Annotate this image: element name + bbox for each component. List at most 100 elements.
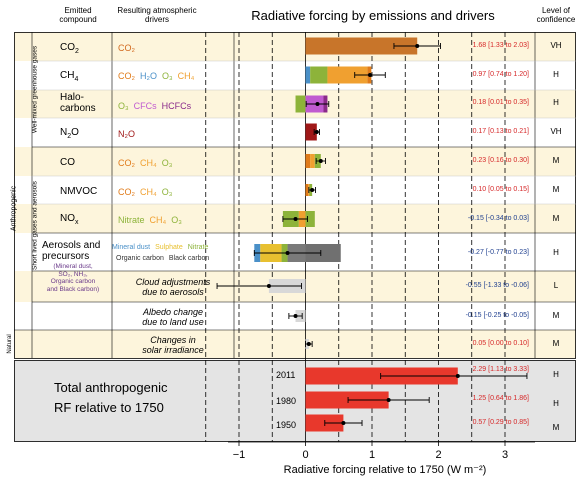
driver-label: CFCs — [133, 101, 157, 111]
forcing-value: 0.23 [0.16 to 0.30] — [472, 157, 529, 164]
total-forcing-value: 0.57 [0.29 to 0.85] — [472, 419, 529, 426]
drivers-ch4: CO₂ H₂O O₃ CH₄ — [118, 71, 199, 81]
driver-label: CH₄ — [149, 215, 167, 225]
bar-segment — [327, 66, 368, 84]
compound-nmvoc: NMVOC — [60, 186, 98, 197]
row-band — [14, 176, 576, 204]
row-band — [14, 118, 576, 147]
row-band — [14, 61, 576, 90]
compound-aerosols: Aerosols and precursors — [42, 240, 101, 262]
best-estimate-point — [310, 188, 315, 192]
driver-label: Organic carbon — [116, 255, 164, 262]
x-axis-label: Radiative forcing relative to 1750 (W m⁻… — [283, 464, 487, 476]
header-confidence: Level of confidence — [536, 6, 576, 24]
label-albedo-change: Albedo change due to land use — [142, 307, 204, 327]
compound-co2: CO2 — [60, 42, 79, 55]
drivers-aerosols-line1: Mineral dust Sulphate Nitrate — [112, 243, 213, 253]
frame-main — [14, 32, 576, 359]
compound-n2o: N2O — [60, 127, 79, 140]
best-estimate-point — [455, 374, 460, 378]
total-year-1950: 1950 — [276, 420, 297, 430]
row-band — [14, 90, 576, 118]
best-estimate-point — [386, 398, 391, 402]
bar-segment — [305, 154, 311, 168]
confidence-level: H — [553, 370, 559, 379]
total-year-1980: 1980 — [276, 396, 297, 406]
drivers-halocarbons: O₃ CFCs HCFCs — [118, 101, 196, 111]
aerosol-precursors-list: (Mineral dust, SO₂, NH₃, Organic carbon … — [46, 263, 100, 293]
driver-label: O₃ — [162, 71, 173, 81]
bar-segment — [295, 95, 306, 113]
confidence-level: L — [553, 281, 559, 290]
row-band — [14, 147, 576, 176]
forcing-value: -0.15 [-0.25 to -0.05] — [465, 312, 529, 319]
side-label-wmghg: Well-mixed greenhouse gases — [31, 45, 39, 134]
side-label-anthropogenic: Anthropogenic — [10, 185, 18, 232]
bar-segment — [305, 184, 309, 196]
best-estimate-point — [415, 44, 420, 48]
driver-label: Black carbon — [168, 255, 210, 262]
driver-label: O₃ — [118, 101, 129, 111]
best-estimate-point — [315, 102, 320, 106]
forcing-value: -0.55 [-1.33 to -0.06] — [465, 282, 529, 289]
confidence-level: VH — [550, 127, 562, 136]
compound-halocarbons: Halo- carbons — [60, 92, 96, 114]
bar-segment — [305, 123, 317, 141]
confidence-level: M — [552, 214, 560, 223]
best-estimate-point — [285, 251, 290, 255]
drivers-aerosols-line2: Organic carbon Black carbon — [116, 254, 214, 264]
x-tick-label: −1 — [233, 449, 246, 461]
x-tick-label: 2 — [435, 449, 441, 461]
bar-segment — [310, 66, 328, 84]
total-year-2011: 2011 — [276, 370, 296, 380]
driver-label: CO₂ — [118, 158, 135, 168]
driver-label: Nitrate — [118, 215, 145, 225]
confidence-level: H — [553, 98, 559, 107]
compound-co: CO — [60, 157, 75, 168]
best-estimate-point — [314, 130, 319, 134]
best-estimate-point — [306, 342, 311, 346]
confidence-level: M — [552, 311, 560, 320]
forcing-value: 0.05 [0.00 to 0.10] — [472, 340, 529, 347]
forcing-value: 0.18 [0.01 to 0.35] — [472, 99, 529, 106]
confidence-level: H — [553, 70, 559, 79]
driver-label: CO₂ — [118, 43, 135, 53]
row-band — [14, 32, 576, 61]
driver-label: Sulphate — [155, 244, 183, 251]
drivers-nmvoc: CO₂ CH₄ O₃ — [118, 187, 177, 197]
bar-segment — [305, 244, 341, 262]
driver-label: CH₄ — [140, 187, 157, 197]
label-solar-irradiance: Changes in solar irradiance — [142, 335, 204, 355]
driver-label: H₂O — [140, 71, 157, 81]
confidence-level: M — [552, 156, 560, 165]
confidence-level: M — [552, 339, 560, 348]
forcing-value: 0.10 [0.05 to 0.15] — [472, 186, 529, 193]
x-tick-label: 3 — [502, 449, 508, 461]
best-estimate-point — [293, 217, 298, 221]
driver-label: N₂O — [118, 129, 135, 139]
forcing-value: 1.68 [1.33 to 2.03] — [472, 42, 529, 49]
bar-segment — [305, 66, 311, 84]
confidence-level: M — [552, 423, 560, 432]
x-tick-label: 0 — [302, 449, 308, 461]
bar-segment — [305, 37, 418, 55]
best-estimate-point — [341, 421, 346, 425]
forcing-value: -0.15 [-0.34 to 0.03] — [467, 215, 529, 222]
confidence-level: H — [553, 248, 559, 257]
driver-label: O₃ — [171, 215, 182, 225]
best-estimate-point — [266, 284, 271, 288]
driver-label: O₃ — [161, 158, 173, 168]
driver-label: Mineral dust — [112, 244, 151, 251]
forcing-value: 0.97 [0.74 to 1.20] — [472, 71, 529, 78]
x-tick-label: 1 — [369, 449, 375, 461]
total-forcing-value: 1.25 [0.64 to 1.86] — [472, 395, 529, 402]
header-drivers: Resulting atmospheric drivers — [117, 6, 197, 24]
driver-label: CO₂ — [118, 71, 135, 81]
drivers-co2: CO₂ — [118, 43, 140, 53]
total-forcing-value: 2.29 [1.13 to 3.33] — [472, 366, 529, 373]
best-estimate-point — [318, 159, 323, 163]
forcing-value: -0.27 [-0.77 to 0.23] — [467, 249, 529, 256]
chart-title: Radiative forcing by emissions and drive… — [251, 8, 495, 23]
confidence-level: M — [552, 185, 560, 194]
